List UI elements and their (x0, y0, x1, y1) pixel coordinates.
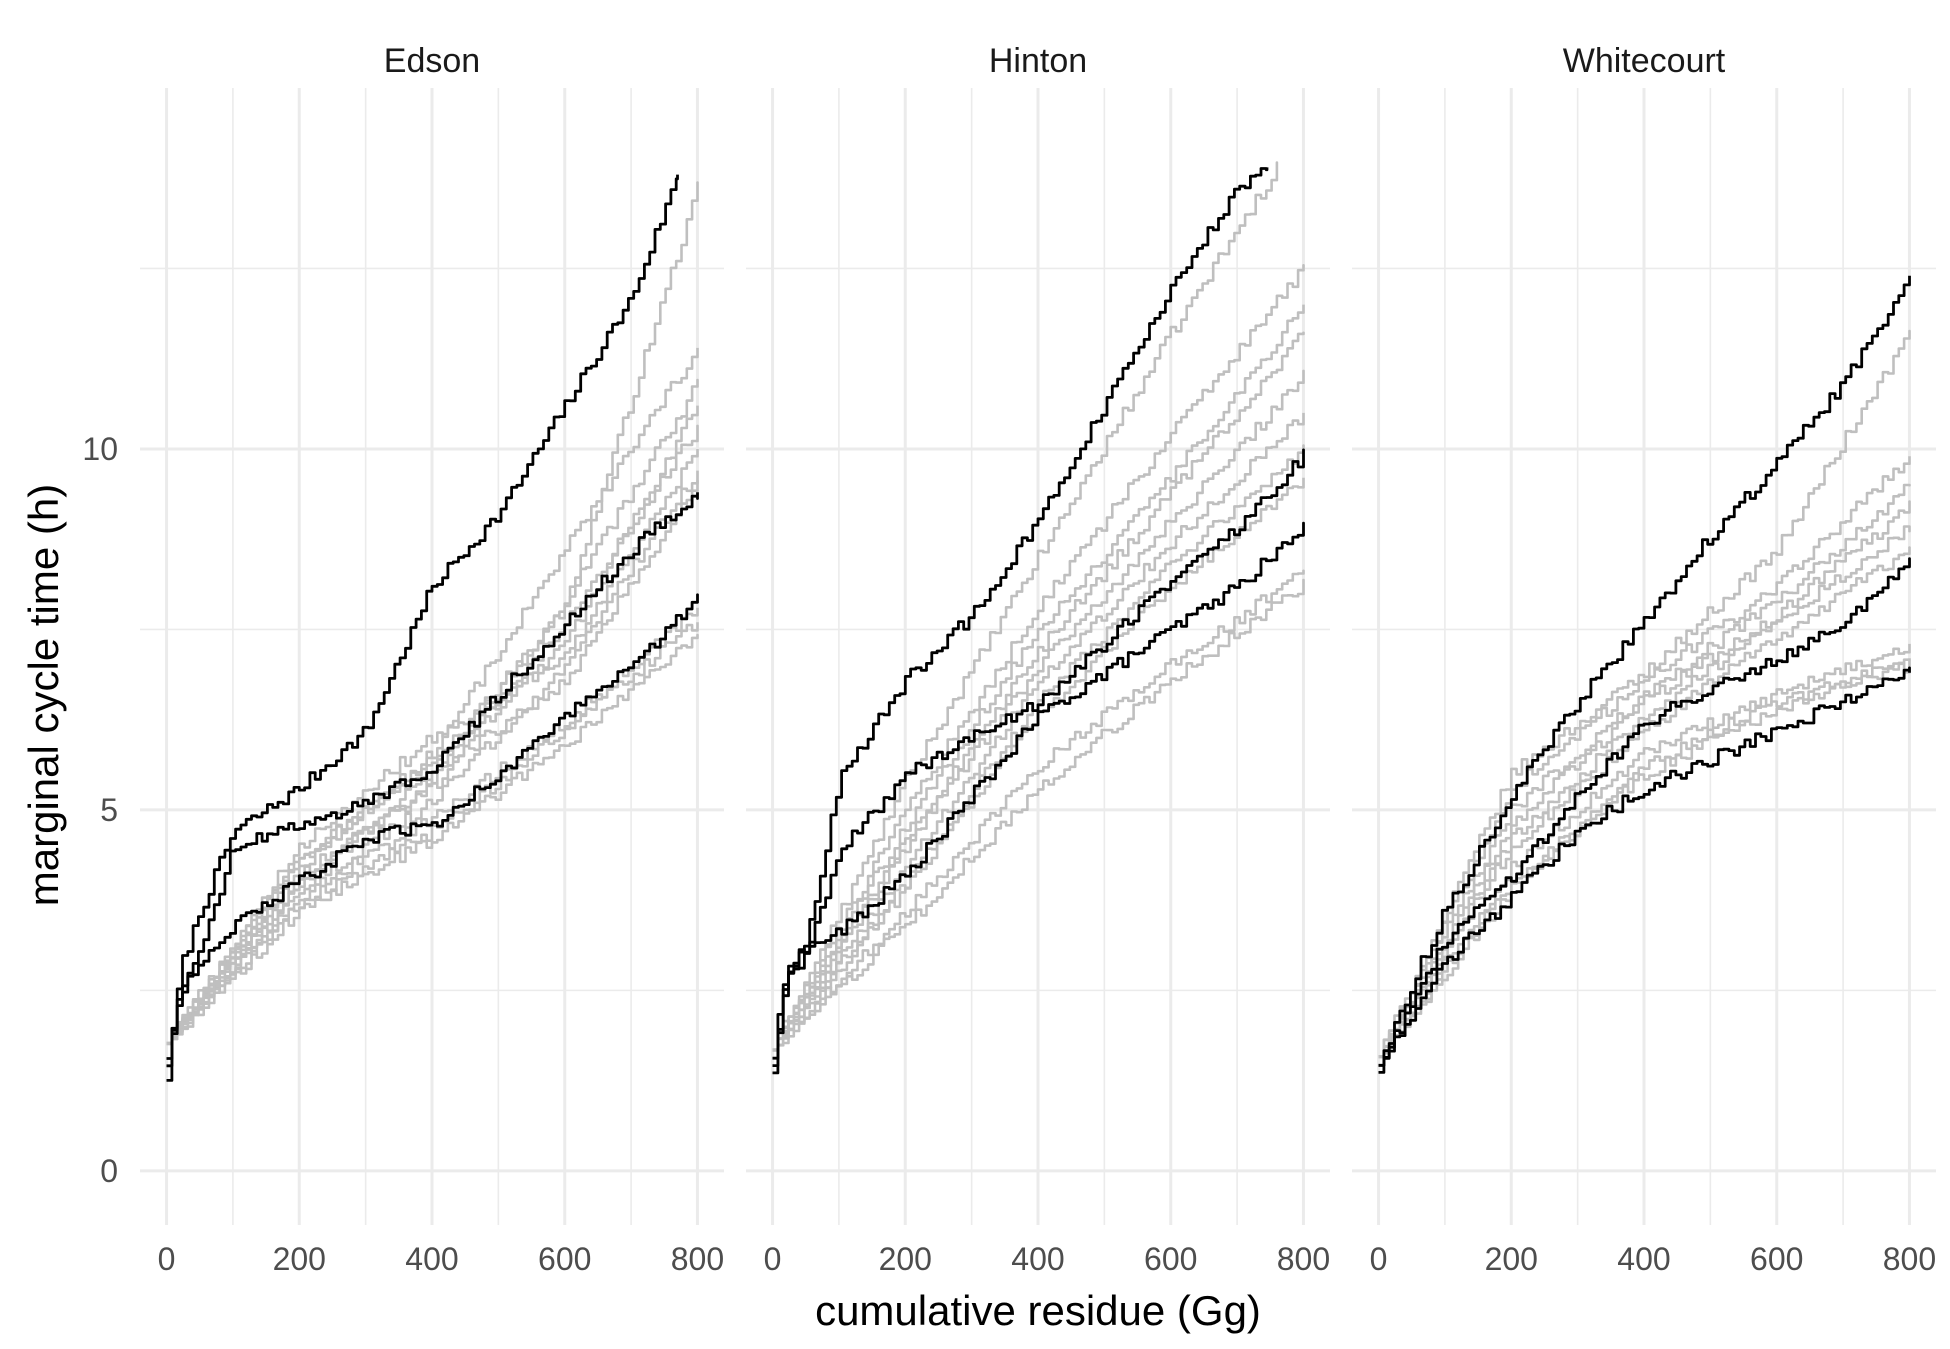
highlight-run-line (1378, 275, 1911, 1067)
x-tick-label: 0 (158, 1241, 176, 1277)
x-tick-label: 0 (1370, 1241, 1388, 1277)
background-run-line (772, 569, 1305, 1051)
background-run-line (166, 633, 699, 1045)
background-run-line (1378, 546, 1911, 1058)
background-run-line (772, 264, 1305, 1052)
highlight-run-line (166, 492, 699, 1068)
background-run-line (772, 331, 1305, 1052)
x-tick-label: 200 (879, 1241, 932, 1277)
x-tick-label: 200 (273, 1241, 326, 1277)
background-run-line (772, 161, 1279, 1052)
x-tick-label: 800 (1883, 1241, 1936, 1277)
highlight-run-line (1378, 666, 1911, 1074)
highlight-run-line (772, 167, 1269, 1075)
label-layer: Edson 0 200 400 600 800 Hinton 0 200 400 600 800 Whi… (82, 42, 1936, 1277)
y-tick-label: 5 (100, 792, 118, 828)
background-run-line (1378, 483, 1911, 1059)
highlight-run-line (1378, 557, 1911, 1067)
highlight-run-line (166, 174, 679, 1082)
x-tick-label: 400 (405, 1241, 458, 1277)
x-tick-label: 800 (1277, 1241, 1330, 1277)
x-tick-label: 800 (671, 1241, 724, 1277)
x-tick-label: 400 (1011, 1241, 1064, 1277)
x-tick-label: 400 (1617, 1241, 1670, 1277)
x-tick-label: 600 (1144, 1241, 1197, 1277)
x-tick-label: 0 (764, 1241, 782, 1277)
background-run-line (772, 304, 1305, 1052)
background-run-line (1378, 659, 1911, 1058)
series-layer (166, 161, 1911, 1082)
y-tick-label: 0 (100, 1153, 118, 1189)
background-run-line (1378, 500, 1911, 1058)
x-tick-label: 600 (538, 1241, 591, 1277)
x-tick-label: 600 (1750, 1241, 1803, 1277)
highlight-run-line (772, 448, 1305, 1067)
highlight-run-line (166, 593, 699, 1060)
y-axis-title: marginal cycle time (h) (20, 484, 67, 906)
x-axis-title: cumulative residue (Gg) (815, 1287, 1261, 1334)
background-run-line (772, 412, 1305, 1052)
facet-strip-label: Hinton (989, 42, 1087, 80)
x-tick-label: 200 (1485, 1241, 1538, 1277)
background-run-line (166, 424, 699, 1045)
highlight-run-line (772, 521, 1305, 1060)
y-tick-label: 10 (82, 431, 118, 467)
background-run-line (772, 578, 1305, 1051)
background-run-line (1378, 329, 1911, 1059)
facet-strip-label: Whitecourt (1563, 42, 1726, 80)
facet-strip-label: Edson (384, 42, 480, 80)
